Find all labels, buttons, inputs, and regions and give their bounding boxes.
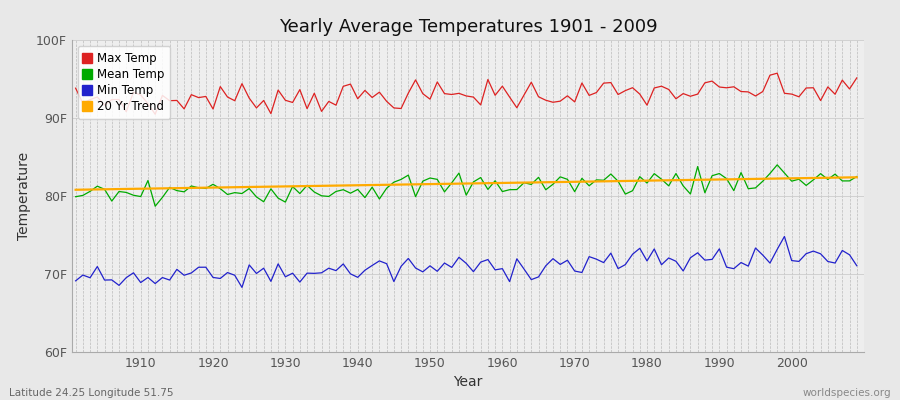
X-axis label: Year: Year [454,376,482,390]
Text: Latitude 24.25 Longitude 51.75: Latitude 24.25 Longitude 51.75 [9,388,174,398]
Legend: Max Temp, Mean Temp, Min Temp, 20 Yr Trend: Max Temp, Mean Temp, Min Temp, 20 Yr Tre… [78,46,170,118]
Y-axis label: Temperature: Temperature [16,152,31,240]
Text: worldspecies.org: worldspecies.org [803,388,891,398]
Title: Yearly Average Temperatures 1901 - 2009: Yearly Average Temperatures 1901 - 2009 [279,18,657,36]
